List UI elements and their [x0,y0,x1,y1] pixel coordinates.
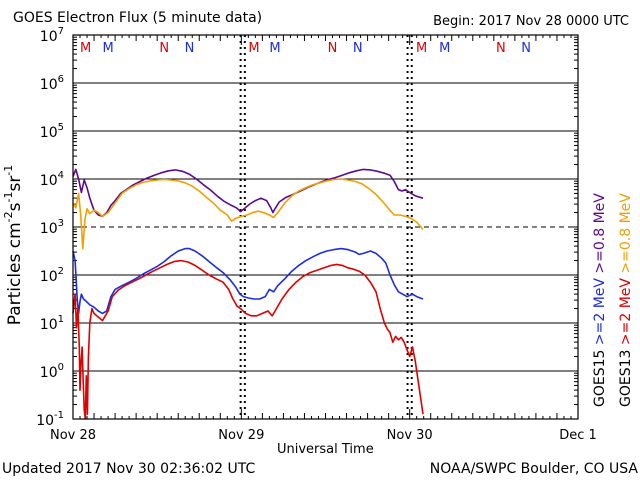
local-time-marker: M [416,41,427,56]
y-tick-label: 10-1 [36,410,64,429]
x-tick-label: Dec 1 [559,428,597,443]
local-time-marker: N [328,41,338,56]
local-time-marker: N [521,41,531,56]
plot-frame [72,34,579,420]
y-tick-label: 107 [40,26,64,45]
legend-column: GOES15 >=2 MeV >=0.8 MeV [592,193,608,407]
series-line [72,168,424,218]
credit-label: NOAA/SWPC Boulder, CO USA [429,461,638,477]
local-time-marker: N [353,41,363,56]
series-line [72,259,424,420]
x-tick-label: Nov 29 [218,428,264,443]
begin-label: Begin: 2017 Nov 28 0000 UTC [433,14,629,29]
updated-timestamp: Updated 2017 Nov 30 02:36:02 UTC [2,461,256,477]
local-time-marker: M [248,41,259,56]
y-tick-label: 104 [40,170,64,189]
local-time-marker: M [80,41,91,56]
y-tick-label: 105 [40,122,64,141]
local-time-marker: M [269,41,280,56]
local-time-marker: N [185,41,195,56]
y-tick-label: 101 [40,314,64,333]
chart-title: GOES Electron Flux (5 minute data) [13,10,263,26]
series-line [72,247,424,315]
local-time-marker: N [496,41,506,56]
local-time-marker: M [439,41,450,56]
x-tick-label: Nov 28 [50,428,96,443]
local-time-marker: N [159,41,169,56]
y-axis-label: Particles cm-2s-1sr-1 [2,165,25,326]
series-line [72,178,424,250]
legend-column: GOES13 >=2 MeV >=0.8 MeV [618,193,634,407]
y-tick-label: 106 [40,74,64,93]
x-axis-label: Universal Time [277,442,374,457]
y-tick-label: 102 [40,266,64,285]
y-tick-label: 100 [40,362,64,381]
local-time-marker: M [102,41,113,56]
y-tick-label: 103 [40,218,64,237]
x-tick-label: Nov 30 [387,428,433,443]
